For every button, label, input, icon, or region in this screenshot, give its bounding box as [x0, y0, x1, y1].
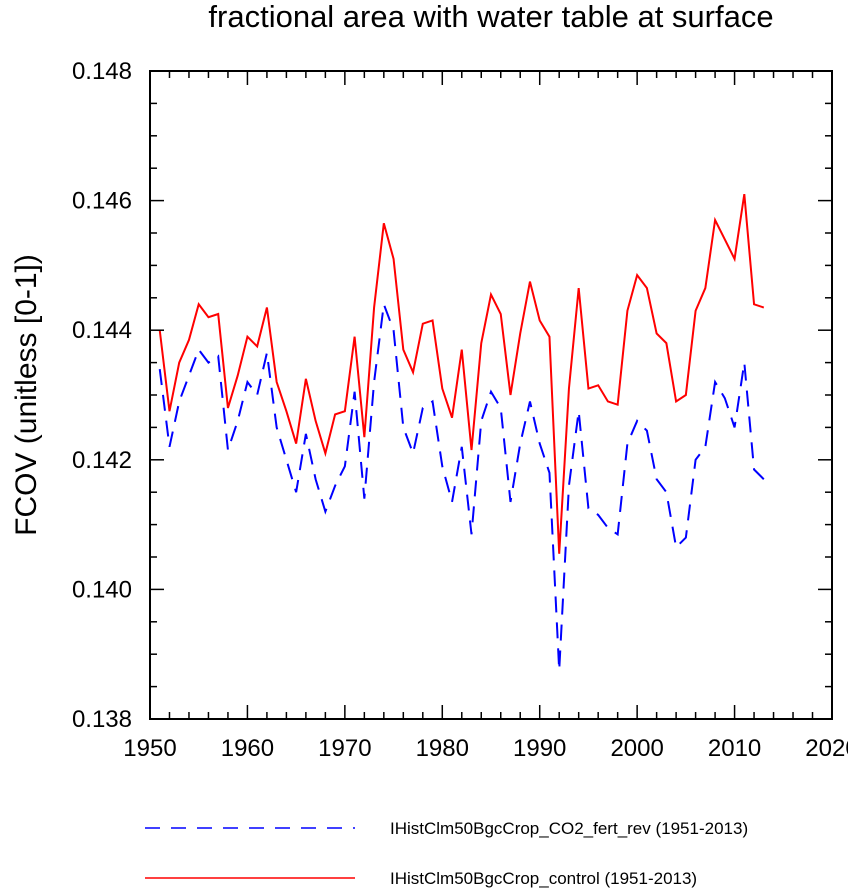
- y-axis-label: FCOV (unitless [0-1]): [10, 254, 43, 536]
- series-layer: [158, 193, 765, 671]
- y-tick-label: 0.148: [72, 58, 132, 85]
- legend-label-2: IHistClm50BgcCrop_control (1951-2013): [390, 869, 697, 888]
- series-line-1: [158, 303, 765, 671]
- x-tick-label: 1970: [318, 735, 371, 762]
- x-tick-label: 2010: [708, 735, 761, 762]
- x-tick-label: 1950: [123, 735, 176, 762]
- y-tick-label: 0.140: [72, 576, 132, 603]
- legend: IHistClm50BgcCrop_CO2_fert_rev (1951-201…: [145, 819, 748, 888]
- x-tick-label: 1960: [221, 735, 274, 762]
- x-tick-label: 1990: [513, 735, 566, 762]
- series-line-2: [158, 193, 765, 554]
- legend-label-1: IHistClm50BgcCrop_CO2_fert_rev (1951-201…: [390, 819, 748, 838]
- x-tick-label: 2000: [610, 735, 663, 762]
- y-tick-label: 0.138: [72, 706, 132, 733]
- y-tick-label: 0.144: [72, 317, 132, 344]
- y-tick-label: 0.146: [72, 188, 132, 215]
- plot-frame: [149, 70, 833, 720]
- y-tick-label: 0.142: [72, 447, 132, 474]
- chart-title: fractional area with water table at surf…: [208, 0, 773, 34]
- x-tick-label: 1980: [416, 735, 469, 762]
- y-axis-ticks: 0.138 0.140 0.142 0.144 0.146 0.148: [72, 58, 832, 733]
